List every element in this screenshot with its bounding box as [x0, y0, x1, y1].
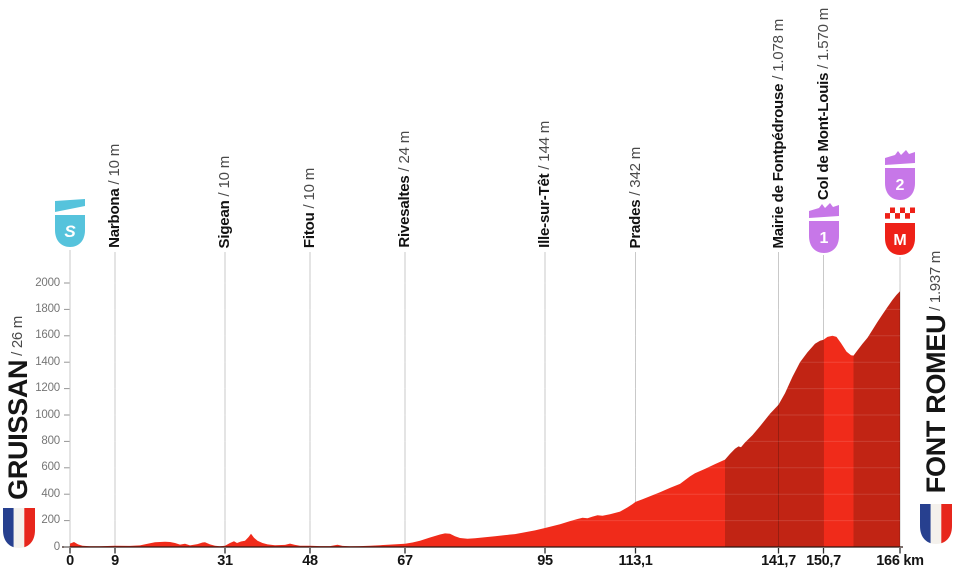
waypoint-label-sigean: Sigean / 10 m	[216, 155, 233, 248]
y-tick-label-600: 600	[41, 461, 60, 474]
waypoint-label-col-de-mont-louis: Col de Mont-Louis / 1.570 m	[814, 7, 832, 200]
x-tick-label-141-7: 141,7	[761, 553, 796, 569]
waypoint-elevation: / 144 m	[536, 121, 553, 174]
waypoint-name: Col de Mont-Louis	[814, 72, 832, 200]
x-tick-label-150-7: 150,7	[806, 553, 841, 569]
badge-letter: M	[893, 232, 906, 249]
x-axis-ticks	[69, 548, 901, 554]
badge-letter: S	[64, 222, 76, 241]
waypoint-elevation: / 10 m	[301, 167, 318, 213]
french-flag-finish-icon	[920, 504, 952, 544]
waypoint-label-rivesaltes: Rivesaltes / 24 m	[396, 131, 413, 248]
start-location-label: GRUISSAN / 26 m	[3, 316, 33, 500]
y-tick-label-1600: 1600	[35, 329, 60, 342]
start-elevation: / 26 m	[9, 316, 26, 360]
climb-category-2-badge-icon: 2	[885, 150, 915, 200]
waypoint-label-mairie-de-fontp-drouse: Mairie de Fontpédrouse / 1.078 m	[769, 18, 787, 249]
profile-area-dark-131	[725, 339, 824, 547]
y-tick-label-800: 800	[41, 434, 60, 447]
y-tick-label-1200: 1200	[35, 382, 60, 395]
finish-name: FONT ROMEU	[921, 314, 951, 494]
waypoint-name: Prades	[626, 199, 644, 248]
finish-location-label: FONT ROMEU / 1.937 m	[921, 251, 951, 493]
finish-badge-icon: M	[885, 207, 915, 255]
y-tick-label-1800: 1800	[35, 302, 60, 315]
y-tick-label-400: 400	[41, 487, 60, 500]
waypoint-elevation: / 24 m	[396, 131, 413, 176]
x-tick-label-31: 31	[217, 553, 233, 569]
x-tick-label-67: 67	[397, 553, 413, 569]
waypoint-elevation: / 10 m	[106, 144, 123, 189]
start-name: GRUISSAN	[3, 359, 33, 500]
x-tick-label-48: 48	[302, 553, 318, 569]
profile-area-bright-150.7	[823, 335, 854, 547]
climb-category-1-badge-icon: 1	[808, 203, 839, 253]
x-tick-label-95: 95	[537, 553, 553, 569]
y-tick-label-1400: 1400	[35, 355, 60, 368]
x-tick-label-166-km: 166 km	[876, 553, 924, 569]
start-badge-icon: S	[55, 199, 85, 247]
french-flag-start-icon	[3, 508, 35, 548]
badge-letter: 1	[819, 230, 828, 247]
profile-area-dark-156.7	[853, 291, 900, 547]
y-tick-label-200: 200	[41, 514, 60, 527]
y-axis-ticks	[64, 282, 70, 548]
waypoint-elevation: / 1.570 m	[814, 7, 832, 73]
y-tick-label-1000: 1000	[35, 408, 60, 421]
waypoint-label-narbona: Narbona / 10 m	[106, 144, 123, 248]
x-tick-label-113-1: 113,1	[618, 553, 653, 569]
waypoint-name: Narbona	[106, 188, 123, 248]
y-tick-label-2000: 2000	[35, 276, 60, 289]
waypoint-label-ille-sur-t-t: Ille-sur-Têt / 144 m	[536, 121, 553, 248]
waypoint-elevation: / 10 m	[216, 155, 233, 201]
y-tick-label-0: 0	[53, 540, 60, 553]
elevation-gridlines	[70, 282, 900, 522]
finish-elevation: / 1.937 m	[927, 250, 944, 315]
x-tick-label-9: 9	[111, 553, 119, 569]
waypoint-label-prades: Prades / 342 m	[626, 146, 644, 248]
waypoint-name: Rivesaltes	[396, 175, 413, 248]
waypoint-name: Sigean	[216, 200, 233, 248]
x-tick-label-0: 0	[66, 553, 74, 569]
waypoint-label-fitou: Fitou / 10 m	[301, 167, 318, 248]
waypoint-name: Mairie de Fontpédrouse	[769, 83, 787, 248]
waypoint-elevation: / 1.078 m	[769, 18, 787, 84]
profile-area-bright-0	[70, 459, 725, 547]
waypoint-elevation: / 342 m	[626, 146, 644, 200]
badge-letter: 2	[896, 177, 905, 194]
waypoint-name: Ille-sur-Têt	[536, 173, 553, 248]
waypoint-name: Fitou	[301, 212, 318, 248]
